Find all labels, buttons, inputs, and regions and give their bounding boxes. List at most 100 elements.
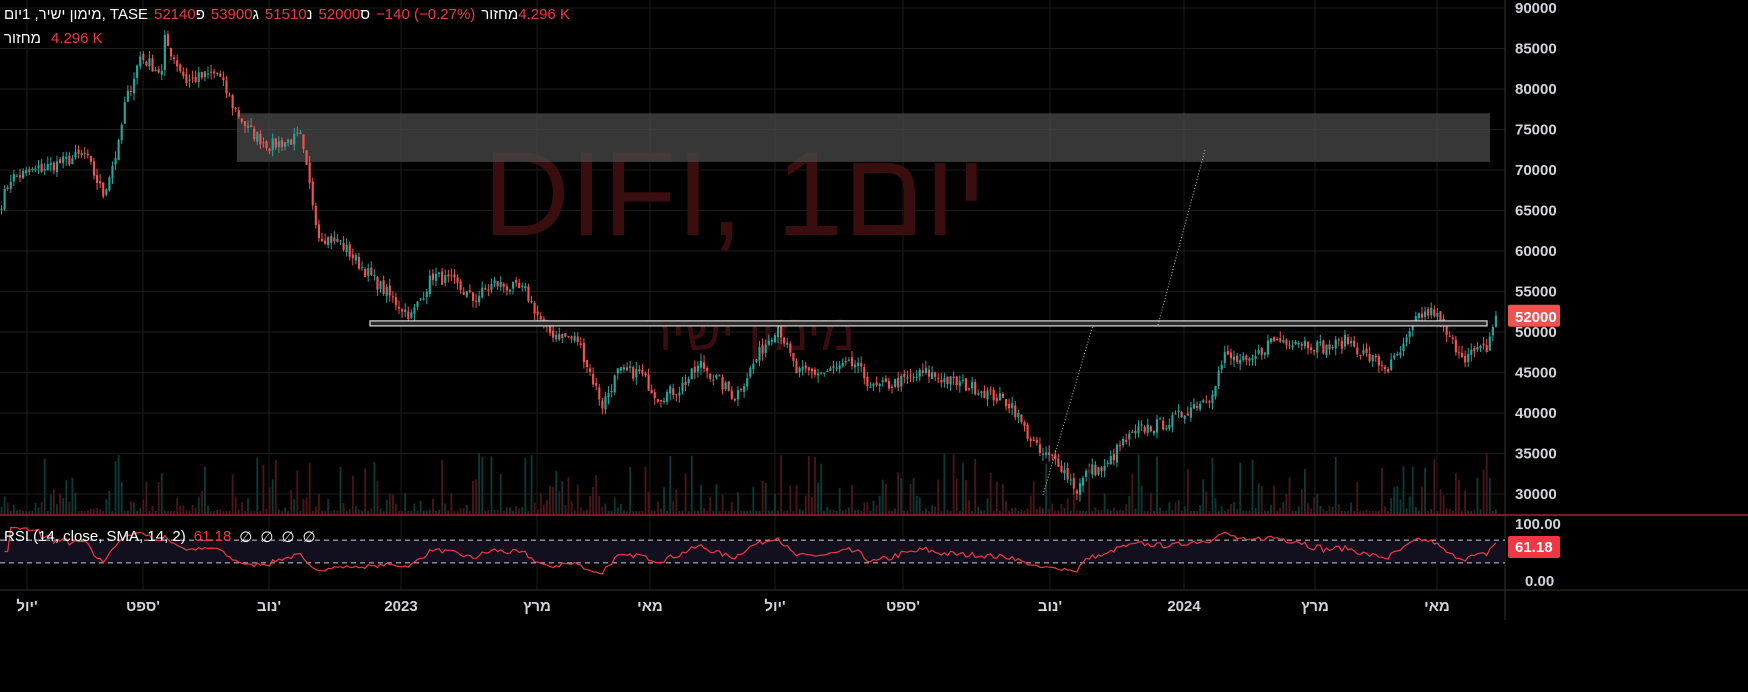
candle-body xyxy=(108,177,111,191)
candle-body xyxy=(964,378,968,391)
candle xyxy=(1152,430,1155,436)
candle xyxy=(434,267,438,287)
volume-bar xyxy=(1042,508,1044,514)
candle-body xyxy=(730,390,733,399)
volume-bar xyxy=(1464,490,1467,514)
candle-body xyxy=(1448,335,1451,337)
candle-body xyxy=(65,156,68,159)
candle-body xyxy=(401,309,404,312)
volume-bar xyxy=(240,501,243,514)
volume-bar xyxy=(983,510,986,514)
candle xyxy=(1011,396,1014,416)
volume-bar xyxy=(425,510,428,514)
volume-bar xyxy=(1377,510,1380,514)
volume-bar xyxy=(696,510,699,514)
volume-bar xyxy=(1088,466,1091,514)
candle xyxy=(154,66,157,72)
volume-bar xyxy=(1217,510,1220,514)
candle xyxy=(724,380,727,391)
volume-bar xyxy=(222,510,225,514)
time-axis-label: נוב' xyxy=(1038,598,1062,615)
volume-bar xyxy=(918,497,921,514)
candle-body xyxy=(816,373,820,376)
rsi-axis-label: 100.00 xyxy=(1515,516,1561,533)
candle-body xyxy=(37,165,40,169)
candle xyxy=(77,145,80,159)
volume-bar xyxy=(1325,510,1328,514)
volume-bar xyxy=(567,476,570,514)
rsi-title[interactable]: RSI (14, close, SMA, 14, 2) xyxy=(4,528,186,545)
candle xyxy=(659,399,663,408)
volume-bar xyxy=(1085,510,1088,514)
candle xyxy=(219,70,222,77)
candle xyxy=(1041,447,1045,461)
candle xyxy=(986,387,989,407)
ohlc-open: 52140פ xyxy=(153,6,205,23)
candle xyxy=(422,291,425,301)
candle-body xyxy=(869,386,872,388)
volume-bar xyxy=(564,505,567,514)
time-axis-label: נוב' xyxy=(257,598,281,615)
rsi-extra: ∅ xyxy=(281,529,295,546)
volume-bar xyxy=(509,507,511,514)
candle xyxy=(28,166,31,176)
candle-body xyxy=(511,281,515,289)
volume-bar xyxy=(786,510,789,514)
candle-body xyxy=(95,175,99,183)
candle-body xyxy=(702,362,706,369)
candle xyxy=(616,368,619,380)
volume-bar xyxy=(314,506,317,514)
candle-body xyxy=(927,369,931,377)
volume-bar xyxy=(1476,477,1479,514)
candle xyxy=(687,376,690,387)
candle-body xyxy=(758,347,761,361)
volume-bar xyxy=(1470,511,1473,514)
candle xyxy=(1485,338,1488,353)
volume-bar xyxy=(1063,507,1066,514)
candle-body xyxy=(1485,345,1488,352)
volume-bar xyxy=(1014,507,1017,514)
candle-body xyxy=(1014,405,1017,418)
candle-body xyxy=(379,281,382,290)
candle xyxy=(450,268,453,282)
candle-body xyxy=(1001,394,1005,398)
candle-body xyxy=(1266,340,1270,355)
symbol-title[interactable]: TASE ,מימון ישיר, 1יום xyxy=(4,6,148,23)
candle-body xyxy=(1269,338,1273,343)
candle xyxy=(237,106,240,120)
volume-bar xyxy=(247,498,249,514)
volume-bar xyxy=(592,486,595,514)
candle-body xyxy=(863,367,866,379)
volume-bar xyxy=(207,505,209,514)
candle-body xyxy=(897,377,900,388)
candle xyxy=(918,367,921,382)
candle-body xyxy=(850,357,854,367)
volume-bar xyxy=(253,510,256,514)
volume-bar xyxy=(678,510,681,514)
candle xyxy=(604,391,607,414)
volume-bar xyxy=(351,475,354,514)
candle-body xyxy=(1457,352,1461,354)
volume-bar xyxy=(1066,498,1069,514)
candle-body xyxy=(502,283,505,287)
candle-body xyxy=(431,273,434,281)
candle-body xyxy=(653,392,656,399)
volume-bar xyxy=(86,510,89,514)
volume-bar xyxy=(237,509,240,514)
volume-bar xyxy=(302,498,305,514)
volume-bar xyxy=(410,511,413,514)
candle-body xyxy=(1159,418,1162,420)
candle-body xyxy=(548,325,552,334)
volume-bar xyxy=(401,510,404,514)
candle xyxy=(299,129,302,135)
candle-body xyxy=(1008,404,1011,409)
candle xyxy=(816,369,820,383)
volume-bar xyxy=(841,510,844,514)
candle-body xyxy=(875,382,878,386)
candle-body xyxy=(209,71,213,73)
candle xyxy=(718,374,721,377)
candle-body xyxy=(934,372,937,377)
candle-body xyxy=(1115,444,1119,463)
candle xyxy=(317,219,320,242)
